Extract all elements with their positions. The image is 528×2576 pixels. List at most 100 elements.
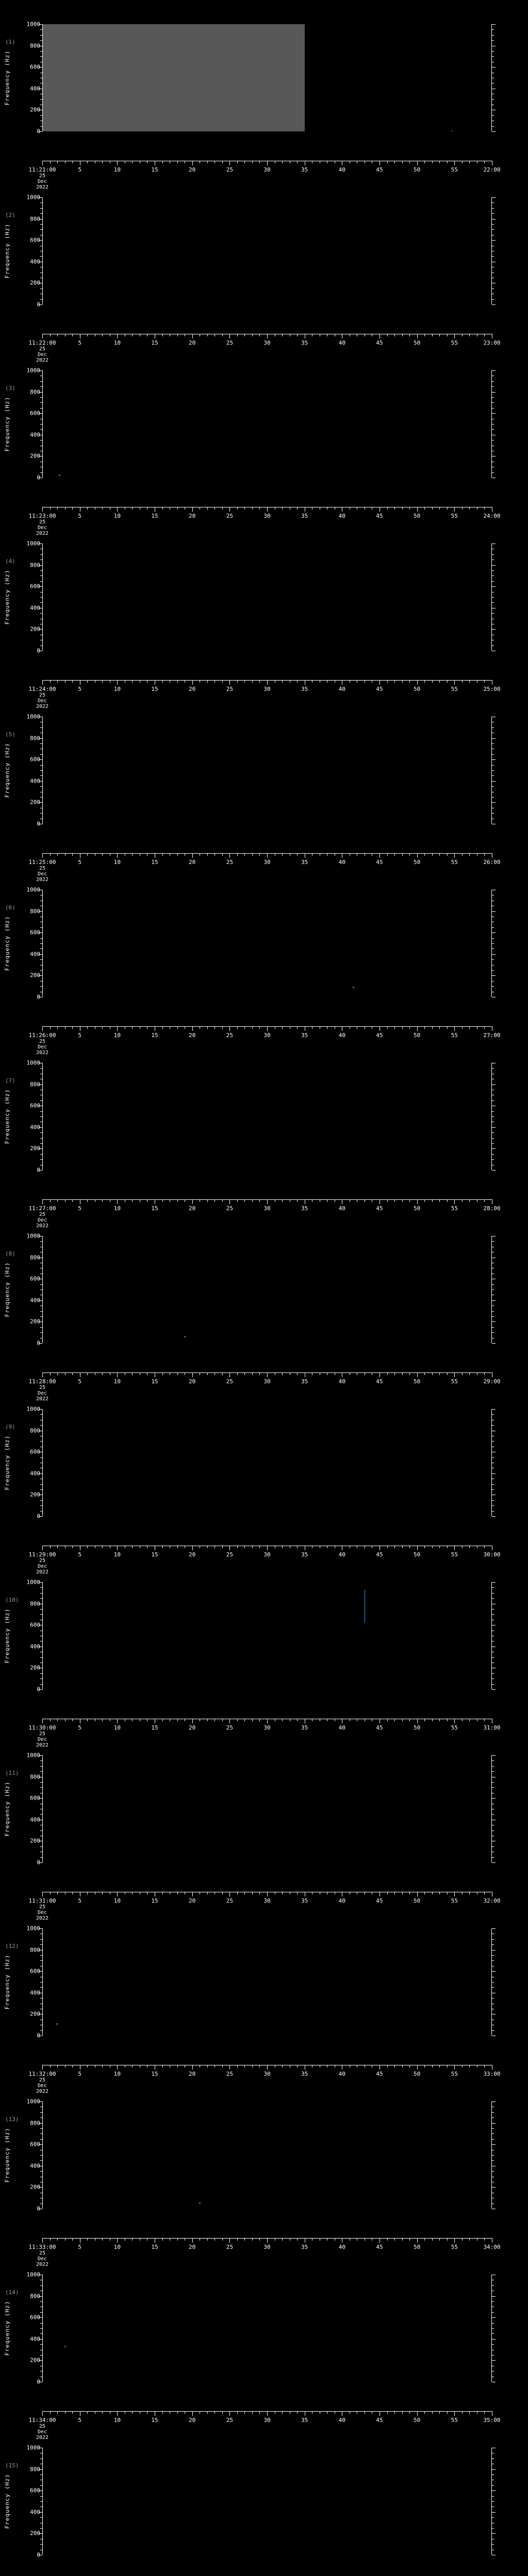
y-tick (40, 2128, 42, 2129)
y-axis-spine-right (491, 1582, 492, 1689)
y-tick (40, 1846, 42, 1847)
y-tick (40, 613, 42, 614)
x-tick-label: 30 (263, 2417, 271, 2424)
x-tick (117, 2411, 118, 2416)
y-tick (40, 381, 42, 382)
x-tick (409, 1546, 410, 1548)
y-tick-right (492, 2512, 496, 2513)
y-tick-label: 1000 (26, 21, 41, 28)
x-tick (162, 2411, 163, 2414)
x-tick (417, 507, 418, 512)
x-tick (484, 334, 485, 336)
y-tick (39, 1755, 42, 1756)
x-tick (417, 1719, 418, 1723)
x-tick (214, 334, 216, 336)
y-tick-label: 0 (37, 820, 40, 827)
x-tick-label: 25 (226, 1897, 233, 1904)
x-tick (394, 161, 395, 163)
x-tick-label: 50 (414, 1897, 421, 1904)
x-tick (72, 2065, 73, 2067)
x-tick-label: 35 (301, 166, 308, 173)
x-tick (469, 334, 470, 336)
x-tick (447, 1719, 448, 1721)
y-tick-right (492, 1944, 494, 1945)
x-tick (454, 2411, 455, 2416)
y-tick (40, 1760, 42, 1761)
plot-canvas (42, 1755, 492, 1862)
x-tick (117, 680, 118, 685)
y-tick (39, 629, 42, 630)
y-tick-label: 600 (30, 756, 40, 763)
x-tick (447, 507, 448, 510)
x-tick-label: 55 (451, 166, 458, 173)
x-tick (409, 1372, 410, 1375)
y-tick-right (492, 1170, 496, 1171)
y-tick (39, 1127, 42, 1128)
x-tick (402, 1892, 403, 1894)
x-tick (282, 1372, 283, 1375)
x-tick-label: 55 (451, 340, 458, 346)
y-tick-right (492, 197, 496, 198)
y-tick (40, 743, 42, 744)
y-tick (39, 1300, 42, 1301)
x-tick (42, 1546, 43, 1550)
date-day: 25 (39, 866, 46, 871)
y-tick-label: 1000 (26, 1059, 41, 1066)
y-tick-label: 0 (37, 1166, 40, 1174)
y-tick (40, 424, 42, 425)
x-tick (424, 334, 425, 336)
x-tick (387, 680, 388, 683)
y-tick-right (492, 2506, 494, 2507)
y-axis-spine-left (42, 1409, 43, 1516)
x-tick (229, 334, 230, 338)
x-tick (222, 2065, 223, 2067)
y-tick (40, 775, 42, 776)
x-tick (42, 2411, 43, 2416)
x-tick (222, 1026, 223, 1029)
x-tick-label: 45 (376, 1551, 383, 1558)
y-axis-title: Frequency (Hz) (4, 1954, 11, 2010)
x-tick (447, 1892, 448, 1894)
x-tick (402, 1372, 403, 1375)
x-tick (207, 853, 208, 856)
x-tick (237, 1892, 238, 1894)
x-tick-label: 10 (113, 1897, 121, 1904)
x-tick (237, 853, 238, 856)
x-tick-label: 45 (376, 1032, 383, 1039)
x-tick-label: 15 (151, 2244, 158, 2250)
y-tick (40, 1116, 42, 1117)
y-tick-right (492, 429, 494, 430)
x-tick-label: 5 (78, 1378, 81, 1385)
x-tick (439, 161, 440, 163)
x-tick-label: 45 (376, 1378, 383, 1385)
y-tick-right (492, 597, 494, 598)
y-tick (40, 813, 42, 814)
x-tick (432, 1546, 433, 1548)
x-tick (387, 161, 388, 163)
y-tick (40, 2139, 42, 2140)
x-tick (117, 1026, 118, 1031)
x-tick (87, 2065, 88, 2067)
y-tick (39, 759, 42, 760)
spectrogram-panel: (15)Frequency (Hz)0200400600800100011:35… (0, 2445, 528, 2576)
y-tick-right (492, 2117, 494, 2119)
x-tick (132, 1199, 133, 1202)
y-tick-label: 0 (37, 301, 40, 308)
y-tick (40, 1332, 42, 1333)
x-tick (102, 2238, 103, 2241)
x-tick-label: 55 (451, 1724, 458, 1731)
plot-area: 0 200 400 600 800 1000 (27, 1060, 496, 1173)
y-tick-label: 1000 (26, 194, 41, 201)
x-tick-label: 15 (151, 1032, 158, 1039)
y-tick-right (492, 2344, 494, 2345)
y-tick-label: 400 (30, 258, 40, 265)
x-tick (57, 507, 58, 510)
x-tick (439, 1892, 440, 1894)
x-tick-label: 20 (189, 2244, 196, 2250)
x-tick (447, 2411, 448, 2414)
x-tick-label: 50 (414, 2417, 421, 2424)
date-month: Dec (37, 698, 47, 704)
date-year: 2022 (36, 2089, 49, 2094)
y-tick-label: 200 (30, 1318, 40, 1325)
x-tick (244, 1892, 245, 1894)
